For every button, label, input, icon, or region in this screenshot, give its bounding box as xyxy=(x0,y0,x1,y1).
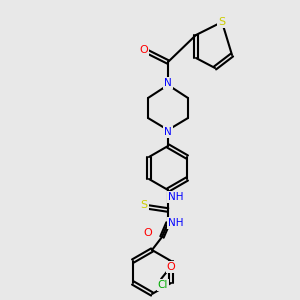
Text: N: N xyxy=(164,127,172,137)
Text: O: O xyxy=(167,262,176,272)
Text: O: O xyxy=(140,45,148,55)
Text: N: N xyxy=(164,78,172,88)
Text: NH: NH xyxy=(168,218,184,228)
Text: NH: NH xyxy=(168,192,184,202)
Text: O: O xyxy=(144,228,152,238)
Text: S: S xyxy=(140,200,148,210)
Text: S: S xyxy=(218,17,226,27)
Text: Cl: Cl xyxy=(158,280,168,290)
